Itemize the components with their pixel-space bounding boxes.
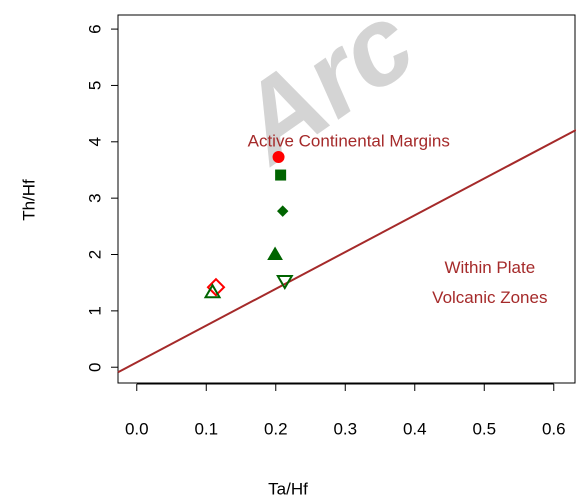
boundary-line — [117, 129, 576, 374]
y-tick-label: 6 — [85, 24, 104, 33]
x-tick-label: 0.1 — [194, 419, 218, 438]
annotation: Active Continental Margins — [248, 131, 450, 150]
x-tick-label: 0.0 — [125, 419, 149, 438]
x-tick-label: 0.4 — [403, 419, 427, 438]
x-tick-label: 0.2 — [264, 419, 288, 438]
y-tick-label: 2 — [85, 250, 104, 259]
x-tick-label: 0.3 — [333, 419, 357, 438]
point — [277, 205, 289, 217]
y-tick-label: 3 — [85, 193, 104, 202]
watermark: Arc — [212, 0, 435, 188]
y-axis-label: Th/Hf — [19, 179, 38, 221]
x-tick-label: 0.5 — [472, 419, 496, 438]
y-tick-label: 4 — [85, 137, 104, 146]
y-tick-label: 5 — [85, 81, 104, 90]
point — [206, 277, 226, 297]
point — [275, 169, 287, 181]
point — [203, 283, 222, 299]
y-tick-label: 0 — [85, 362, 104, 371]
point — [276, 274, 294, 290]
x-tick-label: 0.6 — [542, 419, 566, 438]
x-axis-label: Ta/Hf — [268, 479, 308, 498]
annotation: Volcanic Zones — [432, 288, 547, 307]
annotation: Within Plate — [444, 258, 535, 277]
y-tick-label: 1 — [85, 306, 104, 315]
point — [272, 151, 285, 164]
point — [267, 246, 283, 261]
